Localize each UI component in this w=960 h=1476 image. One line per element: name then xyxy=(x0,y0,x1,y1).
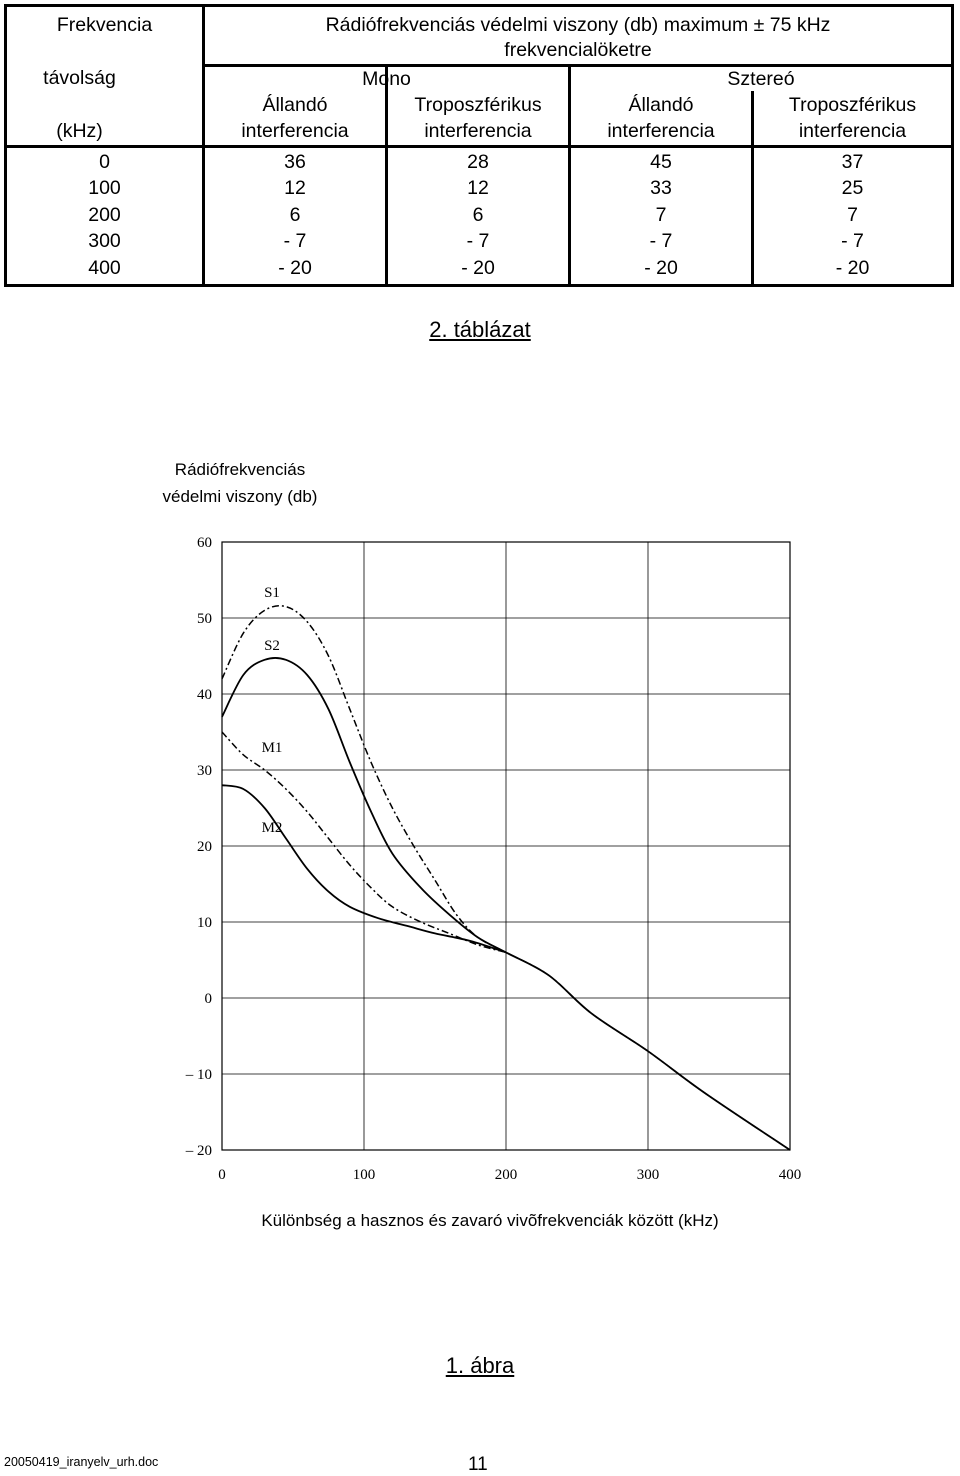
header-mono: Mono xyxy=(362,68,411,90)
series-label-m2: M2 xyxy=(262,820,283,836)
table-cell: 36 xyxy=(284,151,306,173)
y-axis-label-line2: védelmi viszony (db) xyxy=(162,487,318,506)
x-tick-label: 400 xyxy=(779,1167,802,1183)
table-divider xyxy=(7,145,951,148)
table-caption: 2. táblázat xyxy=(429,317,531,342)
y-tick-label: 0 xyxy=(205,991,213,1007)
table-cell: 200 xyxy=(88,204,121,226)
col2-line1: Troposzférikus xyxy=(414,94,542,116)
x-tick-label: 0 xyxy=(218,1167,226,1183)
x-tick-label: 300 xyxy=(637,1167,660,1183)
table-divider xyxy=(385,64,388,284)
table-cell: 6 xyxy=(472,204,484,226)
y-tick-label: 50 xyxy=(197,611,212,627)
table-cell: - 7 xyxy=(649,230,673,252)
table-divider xyxy=(202,64,951,67)
col1-line1: Állandó xyxy=(262,94,328,116)
table-cell: 12 xyxy=(284,177,306,199)
table-cell: - 7 xyxy=(466,230,490,252)
table-cell: 0 xyxy=(99,151,110,173)
table-cell: - 7 xyxy=(841,230,864,252)
footer-page-number: 11 xyxy=(468,1454,488,1475)
col2-line2: interferencia xyxy=(424,120,532,142)
table-cell: 7 xyxy=(655,204,667,226)
table-cell: - 7 xyxy=(283,230,307,252)
x-tick-label: 100 xyxy=(353,1167,376,1183)
table-cell: 400 xyxy=(88,257,121,279)
table-cell: 37 xyxy=(841,151,864,173)
table-cell: 25 xyxy=(841,177,864,199)
x-tick-label: 200 xyxy=(495,1167,518,1183)
series-label-s1: S1 xyxy=(264,585,280,601)
header-title-line1: Rádiófrekvenciás védelmi viszony (db) ma… xyxy=(325,14,831,36)
col4-line2: interferencia xyxy=(798,120,907,142)
header-freq-line3: (kHz) xyxy=(56,120,103,142)
series-label-s2: S2 xyxy=(264,638,280,654)
y-tick-label: – 10 xyxy=(185,1067,212,1083)
table-cell: - 20 xyxy=(835,257,870,279)
chart-frame xyxy=(221,541,791,1151)
chart-grid xyxy=(221,541,791,1151)
header-title-line2: frekvencialöketre xyxy=(504,39,652,61)
figure-caption: 1. ábra xyxy=(445,1353,515,1378)
header-freq-line1: Frekvencia xyxy=(56,14,153,36)
y-tick-label: 20 xyxy=(197,839,212,855)
col4-line1: Troposzférikus xyxy=(788,94,917,116)
chart-series-labels: S1 S2 M1 M2 xyxy=(262,585,283,836)
table-cell: 33 xyxy=(650,177,672,199)
table-cell: 300 xyxy=(88,230,121,252)
table-cell: - 20 xyxy=(278,257,312,279)
series-line-m1 xyxy=(221,731,507,954)
table-cell: 100 xyxy=(88,177,121,199)
col3-line2: interferencia xyxy=(607,120,715,142)
col3-line1: Állandó xyxy=(628,94,694,116)
y-tick-label: 10 xyxy=(197,915,212,931)
series-line-s2 xyxy=(221,657,791,1151)
table-cell: 7 xyxy=(847,204,858,226)
footer-filename: 20050419_iranyelv_urh.doc xyxy=(4,1455,159,1469)
y-tick-label: 40 xyxy=(197,687,212,703)
series-line-m2 xyxy=(221,784,507,954)
table-cell: 45 xyxy=(650,151,672,173)
x-axis-label: Különbség a hasznos és zavaró vivõfrekve… xyxy=(261,1211,719,1230)
protection-ratio-table: Frekvencia távolság (kHz) Rádiófrekvenci… xyxy=(4,4,954,287)
col1-line2: interferencia xyxy=(241,120,349,142)
table-cell: 28 xyxy=(467,151,489,173)
y-axis-label-line1: Rádiófrekvenciás xyxy=(174,460,306,479)
table-cell: - 20 xyxy=(461,257,495,279)
header-freq-line2: távolság xyxy=(43,67,116,89)
table-divider xyxy=(751,91,754,284)
table-cell: 12 xyxy=(467,177,489,199)
table-divider xyxy=(568,64,571,284)
table-cell: - 20 xyxy=(644,257,678,279)
table-cell: 6 xyxy=(289,204,301,226)
series-label-m1: M1 xyxy=(262,740,283,756)
y-tick-label: – 20 xyxy=(185,1143,212,1159)
header-stereo: Sztereó xyxy=(727,68,795,90)
chart-lines xyxy=(221,605,791,1151)
y-tick-label: 30 xyxy=(197,763,212,779)
y-tick-label: 60 xyxy=(197,535,212,551)
